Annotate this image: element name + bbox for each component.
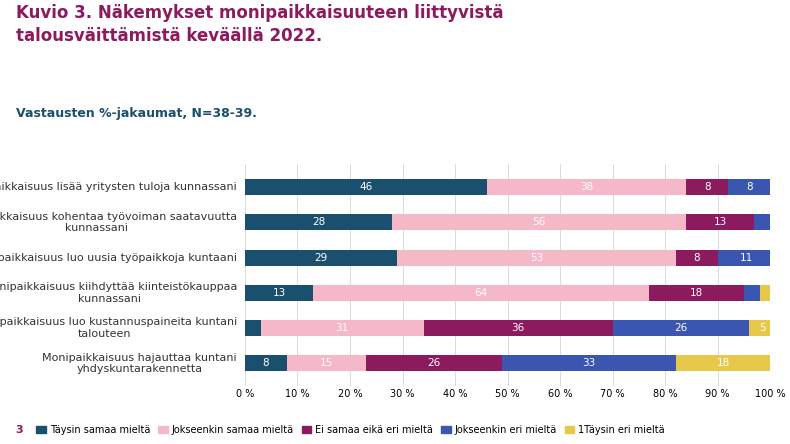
Text: Vastausten %-jakaumat, N=38-39.: Vastausten %-jakaumat, N=38-39.: [16, 107, 257, 119]
Text: Monipaikkaisuus kiihdyttää kiinteistökauppaa
kunnassani: Monipaikkaisuus kiihdyttää kiinteistökau…: [0, 282, 237, 304]
Bar: [744, 285, 760, 301]
Text: 8: 8: [704, 182, 710, 192]
Text: 5: 5: [759, 323, 766, 333]
Legend: Täysin samaa mieltä, Jokseenkin samaa mieltä, Ei samaa eikä eri mieltä, Jokseenk: Täysin samaa mieltä, Jokseenkin samaa mi…: [36, 425, 665, 435]
Bar: [675, 250, 718, 266]
Bar: [687, 179, 728, 195]
Bar: [392, 214, 687, 230]
Text: 36: 36: [511, 323, 525, 333]
Bar: [245, 356, 287, 371]
Text: 8: 8: [746, 182, 753, 192]
Text: 56: 56: [532, 218, 546, 227]
Text: Kuvio 3. Näkemykset monipaikkaisuuteen liittyvistä
talousväittämistä keväällä 20: Kuvio 3. Näkemykset monipaikkaisuuteen l…: [16, 4, 503, 45]
Bar: [760, 285, 776, 301]
Bar: [687, 214, 754, 230]
Text: 18: 18: [690, 288, 703, 298]
Text: 31: 31: [336, 323, 348, 333]
Bar: [245, 214, 392, 230]
Text: Monipaikkaisuus luo kustannuspaineita kuntani
talouteen: Monipaikkaisuus luo kustannuspaineita ku…: [0, 317, 237, 339]
Text: 64: 64: [475, 288, 488, 298]
Bar: [675, 356, 770, 371]
Bar: [287, 356, 366, 371]
Bar: [487, 179, 687, 195]
Text: 3: 3: [16, 425, 24, 435]
Text: 29: 29: [314, 253, 328, 263]
Text: 13: 13: [713, 218, 727, 227]
Bar: [397, 250, 675, 266]
Bar: [366, 356, 502, 371]
Text: 8: 8: [262, 358, 269, 369]
Text: 46: 46: [359, 182, 372, 192]
Bar: [261, 320, 423, 336]
Text: 18: 18: [717, 358, 730, 369]
Bar: [245, 179, 487, 195]
Bar: [245, 250, 397, 266]
Text: Monipaikkaisuus hajauttaa kuntani
yhdyskuntarakennetta: Monipaikkaisuus hajauttaa kuntani yhdysk…: [43, 353, 237, 374]
Bar: [749, 320, 776, 336]
Bar: [613, 320, 749, 336]
Text: Monipaikkaisuus kohentaa työvoiman saatavuutta
kunnassani: Monipaikkaisuus kohentaa työvoiman saata…: [0, 212, 237, 233]
Text: 38: 38: [580, 182, 593, 192]
Bar: [754, 214, 770, 230]
Bar: [649, 285, 744, 301]
Bar: [728, 179, 770, 195]
Bar: [502, 356, 675, 371]
Text: 15: 15: [320, 358, 333, 369]
Text: 26: 26: [675, 323, 687, 333]
Text: 53: 53: [530, 253, 543, 263]
Text: 8: 8: [694, 253, 700, 263]
Text: 13: 13: [273, 288, 286, 298]
Bar: [245, 285, 313, 301]
Text: 11: 11: [740, 253, 753, 263]
Text: 28: 28: [312, 218, 325, 227]
Bar: [718, 250, 776, 266]
Bar: [423, 320, 613, 336]
Bar: [245, 320, 261, 336]
Text: 26: 26: [427, 358, 441, 369]
Bar: [313, 285, 649, 301]
Text: Monipaikkaisuus luo uusia työpaikkoja kuntaani: Monipaikkaisuus luo uusia työpaikkoja ku…: [0, 253, 237, 263]
Text: Monipaikkaisuus lisää yritysten tuloja kunnassani: Monipaikkaisuus lisää yritysten tuloja k…: [0, 182, 237, 192]
Text: 33: 33: [582, 358, 596, 369]
